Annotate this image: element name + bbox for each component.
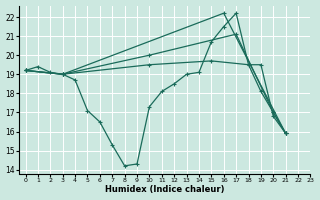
X-axis label: Humidex (Indice chaleur): Humidex (Indice chaleur): [105, 185, 225, 194]
